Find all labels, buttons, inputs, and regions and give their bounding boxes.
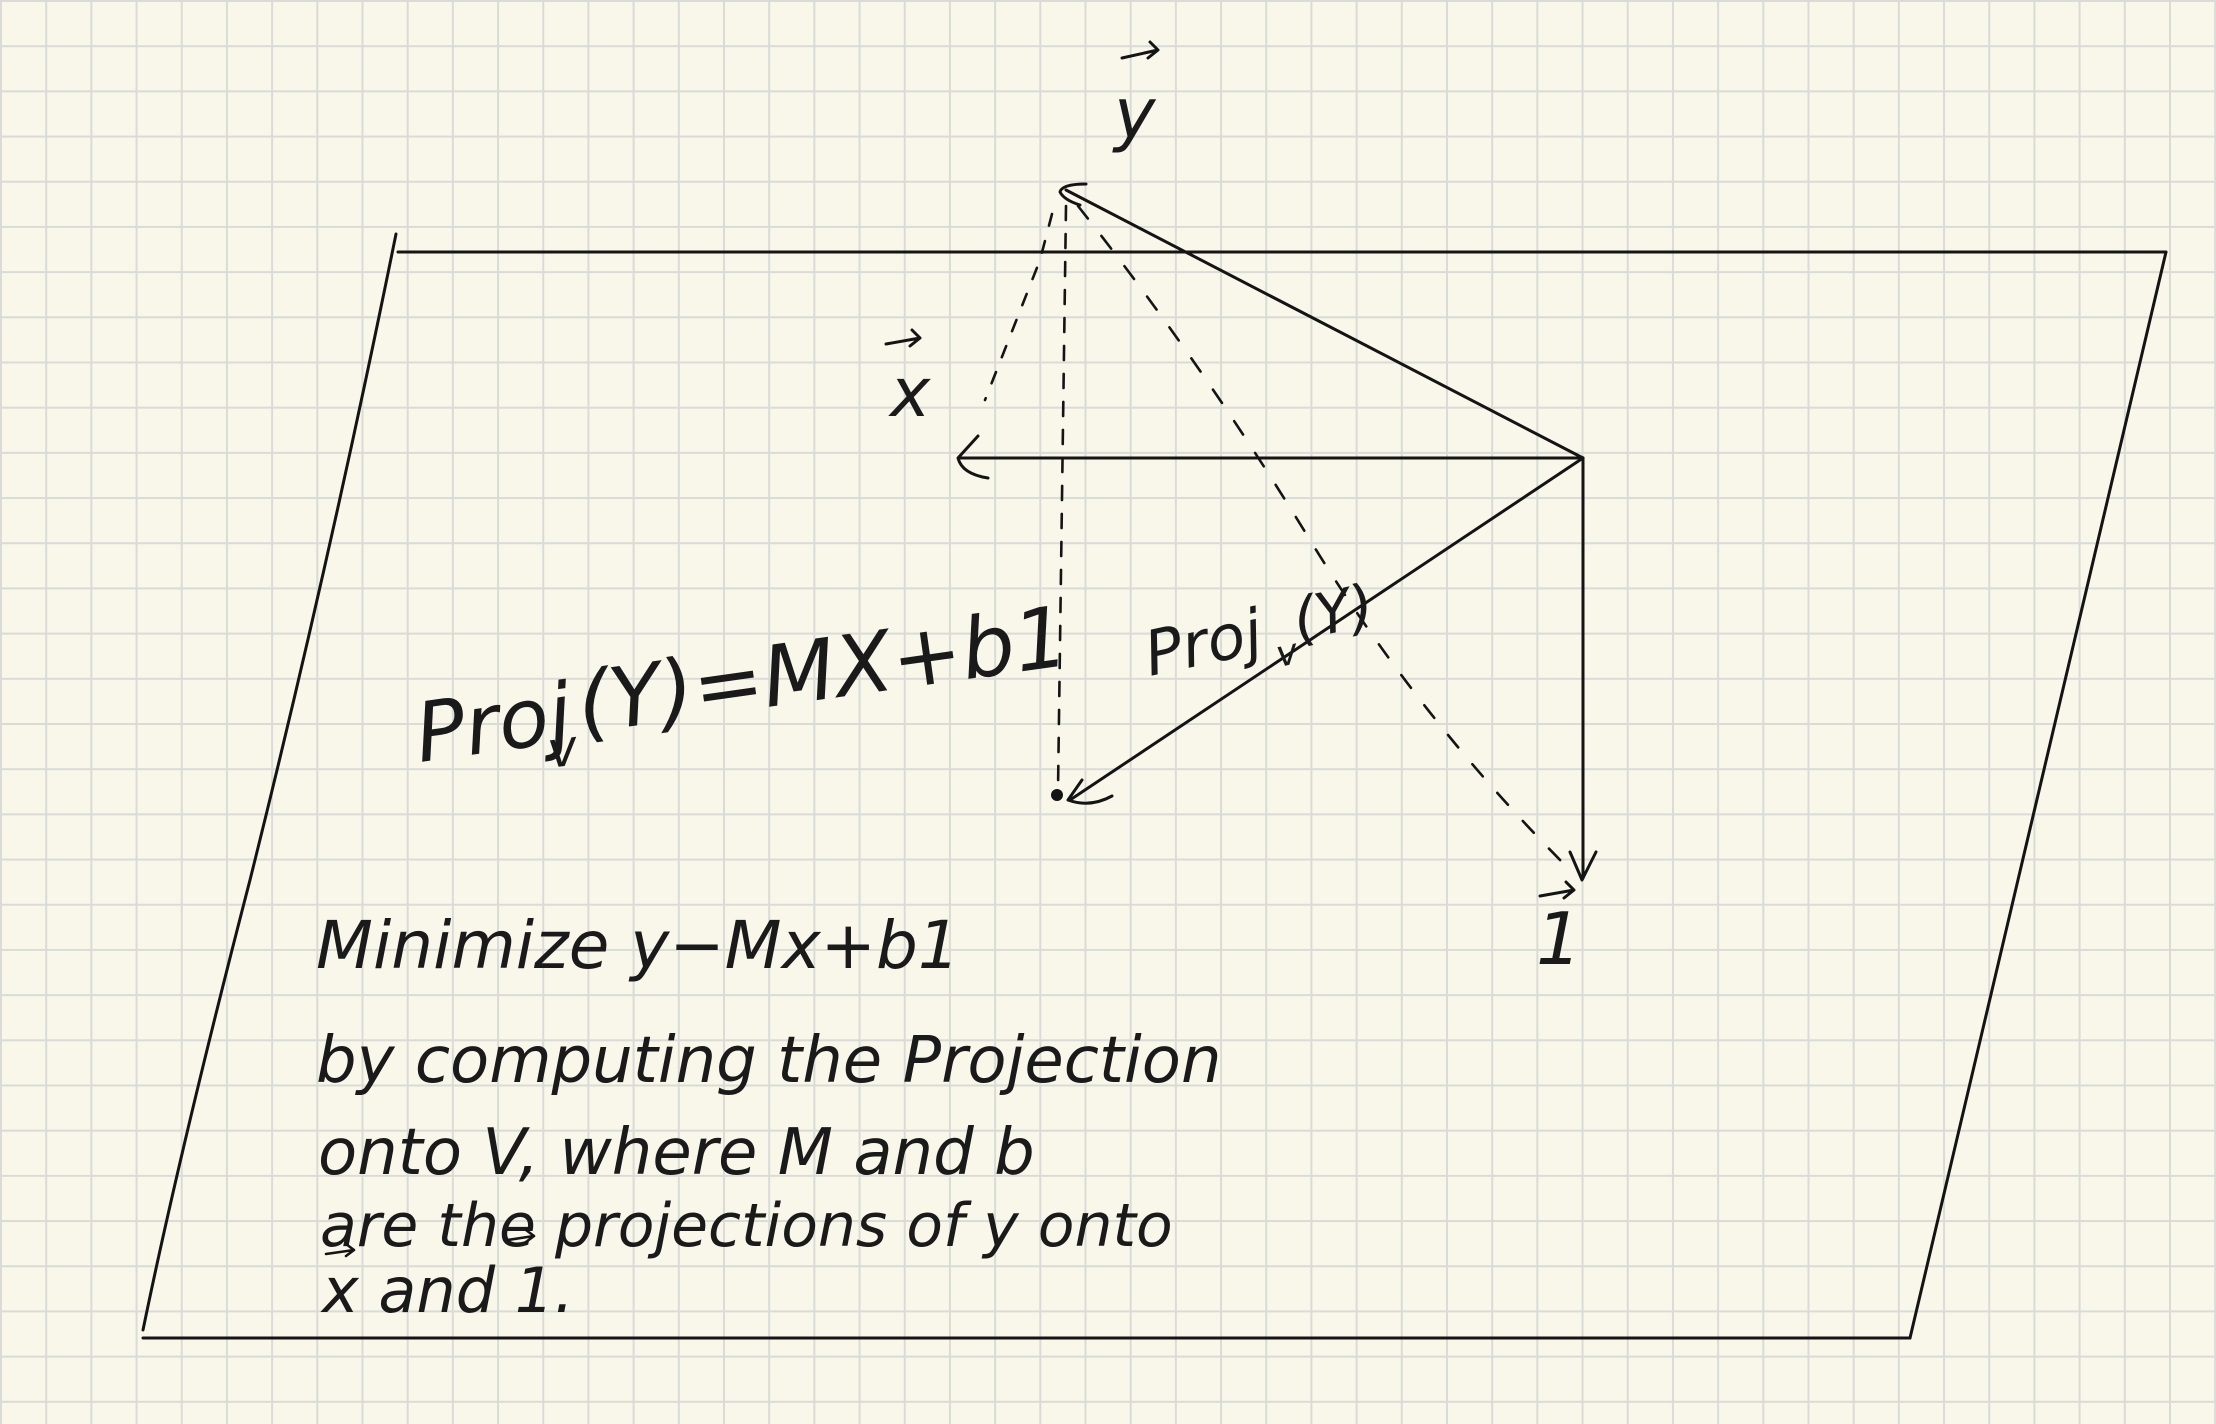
projection-arrowhead bbox=[1066, 778, 1114, 805]
y-label-text: y bbox=[1112, 73, 1157, 155]
plane-left-edge bbox=[141, 232, 398, 1332]
plane-v bbox=[141, 232, 2168, 1340]
one-label-arrow bbox=[1538, 880, 1576, 900]
note-x-arrow bbox=[324, 1242, 356, 1258]
projection-label-rest: (Y) bbox=[1287, 571, 1380, 654]
note-line-5: x and 1. bbox=[320, 1254, 574, 1327]
plane-right-edge bbox=[1908, 250, 2168, 1340]
y-arrowhead bbox=[1058, 182, 1088, 207]
projection-vector bbox=[1051, 456, 1585, 805]
y-vector bbox=[1058, 182, 1585, 460]
x-vector bbox=[956, 434, 1585, 480]
projection-label: Proj v (Y) bbox=[1138, 571, 1380, 691]
one-vector bbox=[1568, 456, 1598, 882]
note-line-4: are the projections of y onto bbox=[320, 1191, 1173, 1261]
one-label-text: 1 bbox=[1536, 897, 1582, 981]
note-line-1: Minimize y−Mx+b1 bbox=[316, 907, 960, 984]
x-label-arrow bbox=[884, 328, 922, 348]
x-label: x bbox=[884, 328, 931, 433]
projection-label-main: Proj bbox=[1138, 595, 1269, 691]
dashed-guides bbox=[983, 204, 1572, 872]
note-block: Minimize y−Mx+b1 by computing the Projec… bbox=[316, 907, 1222, 1327]
note-line-2: by computing the Projection bbox=[316, 1024, 1222, 1098]
y-label: y bbox=[1112, 40, 1160, 155]
dashed-y-to-projection bbox=[1056, 204, 1068, 792]
one-label: 1 bbox=[1536, 880, 1582, 981]
formula-rest: (Y)=MX+b1 bbox=[571, 587, 1074, 753]
formula-main: Proj bbox=[410, 666, 578, 782]
formula-sub: v bbox=[544, 718, 583, 780]
one-arrowhead bbox=[1568, 850, 1598, 882]
dashed-y-to-one bbox=[1076, 204, 1572, 872]
note-one-arrow bbox=[506, 1228, 536, 1244]
y-label-arrow bbox=[1120, 40, 1160, 60]
note-line-3: onto V, where M and b bbox=[318, 1116, 1035, 1190]
x-arrowhead bbox=[956, 434, 990, 480]
x-label-text: x bbox=[888, 354, 931, 433]
projection-formula: Proj v (Y)=MX+b1 bbox=[410, 587, 1074, 782]
dashed-y-to-x bbox=[983, 212, 1054, 402]
projection-point bbox=[1051, 789, 1063, 801]
